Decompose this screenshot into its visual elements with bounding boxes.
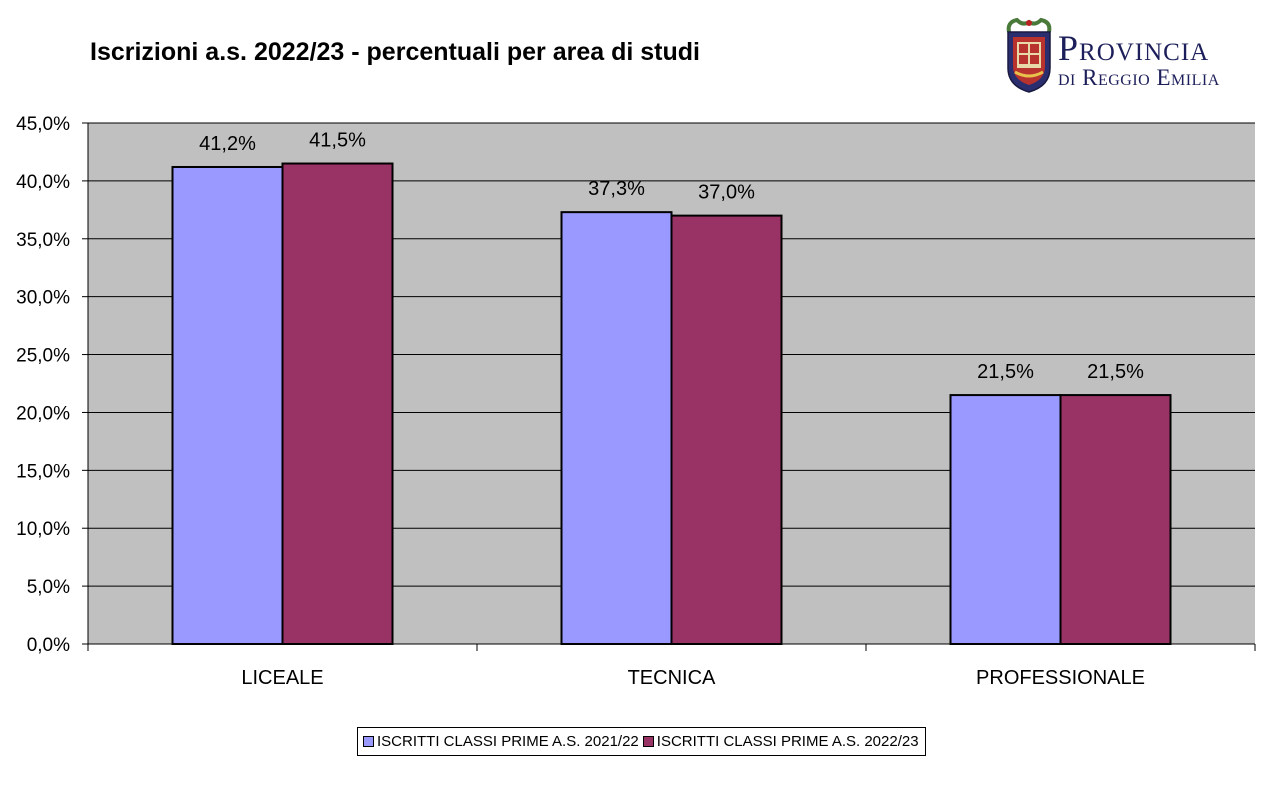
chart-title: Iscrizioni a.s. 2022/23 - percentuali pe…: [90, 38, 700, 66]
y-tick-label: 30,0%: [16, 288, 70, 309]
y-tick-label: 5,0%: [27, 577, 70, 598]
data-label-professionale-series-1: 21,5%: [977, 361, 1034, 383]
y-tick-label: 40,0%: [16, 172, 70, 193]
y-tick-label: 45,0%: [16, 114, 70, 135]
data-label-tecnica-series-1: 37,3%: [588, 178, 645, 200]
y-tick-label: 10,0%: [16, 519, 70, 540]
provincia-logo: Provincia di Reggio Emilia: [1003, 16, 1259, 98]
category-label-tecnica: TECNICA: [628, 667, 716, 689]
logo-line-2: di Reggio Emilia: [1058, 65, 1220, 90]
data-label-tecnica-series-2: 37,0%: [698, 182, 755, 204]
legend-item-2021-22: ISCRITTI CLASSI PRIME A.S. 2021/22: [363, 733, 639, 750]
legend-label-2022-23: ISCRITTI CLASSI PRIME A.S. 2022/23: [656, 733, 919, 750]
bar-professionale-series-2: [1059, 394, 1172, 646]
bar-tecnica-series-1: [560, 211, 673, 645]
legend-swatch-2021-22: [363, 736, 374, 747]
y-tick-label: 15,0%: [16, 461, 70, 482]
legend-swatch-2022-23: [642, 736, 654, 747]
bar-liceale-series-1: [171, 165, 284, 646]
bar-liceale-series-2: [281, 162, 394, 645]
legend-label-2021-22: ISCRITTI CLASSI PRIME A.S. 2021/22: [377, 733, 639, 750]
y-tick-label: 0,0%: [27, 635, 70, 656]
y-tick-label: 35,0%: [16, 230, 70, 251]
y-tick-label: 25,0%: [16, 346, 70, 367]
category-label-professionale: PROFESSIONALE: [976, 667, 1145, 689]
y-tick-label: 20,0%: [16, 403, 70, 424]
coat-of-arms-icon: [1006, 17, 1052, 93]
legend: ISCRITTI CLASSI PRIME A.S. 2021/22 ISCRI…: [357, 727, 926, 756]
bar-tecnica-series-2: [670, 214, 783, 645]
data-label-professionale-series-2: 21,5%: [1087, 361, 1144, 383]
bar-professionale-series-1: [949, 394, 1062, 646]
data-label-liceale-series-1: 41,2%: [199, 133, 256, 155]
logo-line-1: Provincia: [1058, 28, 1210, 68]
data-label-liceale-series-2: 41,5%: [309, 130, 366, 152]
category-label-liceale: LICEALE: [241, 667, 323, 689]
legend-item-2022-23: ISCRITTI CLASSI PRIME A.S. 2022/23: [642, 733, 919, 750]
